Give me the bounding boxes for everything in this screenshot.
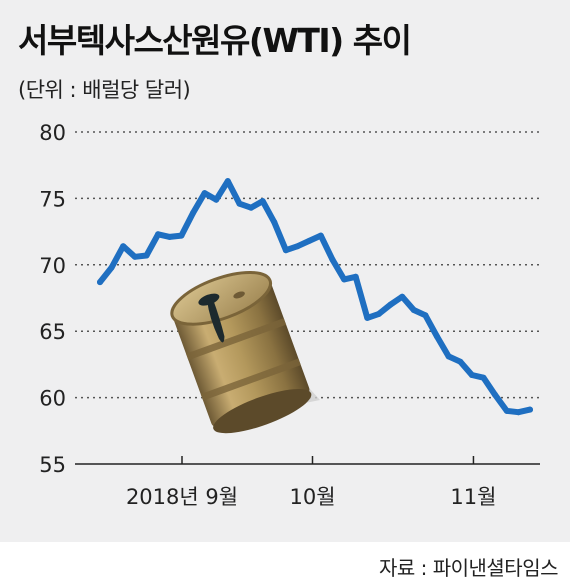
data-point-2 xyxy=(120,243,127,250)
data-point-6 xyxy=(166,233,173,240)
data-point-5 xyxy=(155,231,162,238)
data-point-3 xyxy=(131,253,138,260)
y-tick-label: 55 xyxy=(39,453,66,477)
y-tick-label: 60 xyxy=(39,387,66,411)
line-chart: 80 75 70 65 60 55 xyxy=(39,121,540,509)
data-point-27 xyxy=(410,307,417,313)
data-point-24 xyxy=(375,310,382,317)
data-point-34 xyxy=(492,391,499,398)
data-point-13 xyxy=(248,204,255,211)
data-point-31 xyxy=(457,358,464,365)
data-point-35 xyxy=(503,407,510,414)
data-point-21 xyxy=(341,276,348,283)
chart-title: 서부텍사스산원유(WTI) 추이 xyxy=(18,21,412,60)
data-point-7 xyxy=(178,232,185,239)
data-point-25 xyxy=(387,301,394,308)
y-tick-label: 75 xyxy=(39,187,66,211)
data-point-8 xyxy=(190,210,196,216)
wti-price-line xyxy=(97,178,533,416)
x-tick-label: 11월 xyxy=(450,485,496,509)
data-point-18 xyxy=(306,237,313,244)
data-point-23 xyxy=(364,314,371,321)
x-axis-ticks: 2018년 9월 10월 11월 xyxy=(126,456,496,509)
unit-label: (단위 : 배럴당 달러) xyxy=(18,78,191,102)
y-tick-label: 65 xyxy=(39,320,66,344)
data-point-10 xyxy=(213,196,220,203)
data-points xyxy=(97,178,533,416)
chart-panel xyxy=(0,0,570,542)
data-point-0 xyxy=(97,279,103,286)
y-tick-label: 80 xyxy=(39,121,66,145)
data-point-11 xyxy=(224,178,231,185)
x-tick-label: 10월 xyxy=(289,485,335,509)
data-point-20 xyxy=(329,256,336,263)
data-point-19 xyxy=(317,232,324,239)
data-point-16 xyxy=(282,247,289,254)
data-point-29 xyxy=(434,333,440,340)
data-point-28 xyxy=(422,312,429,319)
grid-lines xyxy=(75,131,540,399)
data-point-14 xyxy=(259,198,266,205)
data-point-22 xyxy=(352,273,359,280)
source-note: 자료 : 파이낸셜타임스 xyxy=(378,556,559,580)
data-point-30 xyxy=(445,353,452,360)
data-point-32 xyxy=(468,372,475,378)
y-tick-label: 70 xyxy=(39,254,66,278)
data-point-9 xyxy=(201,190,208,197)
data-point-1 xyxy=(108,264,115,271)
data-point-36 xyxy=(515,409,522,416)
data-point-33 xyxy=(480,374,487,381)
oil-barrel-illustration xyxy=(170,270,320,434)
x-tick-label: 2018년 9월 xyxy=(126,485,238,509)
data-point-12 xyxy=(236,200,243,207)
data-point-26 xyxy=(399,293,406,300)
data-point-37 xyxy=(527,406,533,413)
data-point-4 xyxy=(143,252,150,259)
data-point-15 xyxy=(271,219,278,226)
y-axis-ticks: 80 75 70 65 60 55 xyxy=(39,121,66,477)
data-point-17 xyxy=(294,243,301,250)
